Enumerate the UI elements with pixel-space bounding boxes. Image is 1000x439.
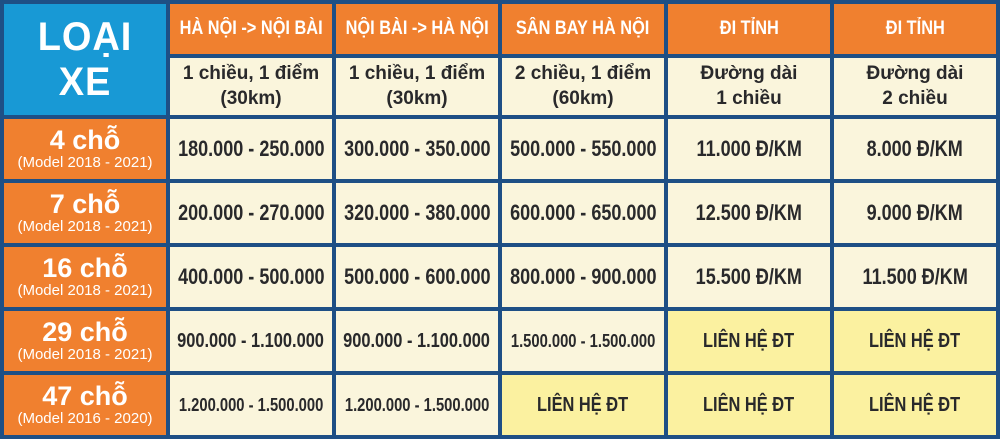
- vehicle-label-cell: 29 chỗ (Model 2018 - 2021): [4, 311, 166, 371]
- price-value: 500.000 - 600.000: [343, 264, 491, 289]
- price-cell: 1.500.000 - 1.500.000: [502, 311, 664, 371]
- column-header-label: SÂN BAY HÀ NỘI: [516, 18, 650, 39]
- vehicle-model-years: (Model 2018 - 2021): [17, 282, 153, 300]
- contact-cell: LIÊN HỆ ĐT: [502, 375, 664, 435]
- price-cell: 500.000 - 600.000: [336, 247, 498, 307]
- price-cell: 900.000 - 1.100.000: [336, 311, 498, 371]
- subheader-line2: (30km): [386, 87, 448, 109]
- price-cell: 8.000 Đ/KM: [834, 119, 996, 179]
- contact-value: LIÊN HỆ ĐT: [537, 393, 629, 416]
- vehicle-type: 47 chỗ: [42, 380, 128, 411]
- price-value: 1.200.000 - 1.500.000: [344, 394, 490, 415]
- price-cell: 11.500 Đ/KM: [834, 247, 996, 307]
- price-value: 12.500 Đ/KM: [695, 200, 803, 225]
- subheader-line1: 1 chiều, 1 điểm: [182, 62, 320, 84]
- corner-header-loai-xe: LOẠI XE: [4, 4, 166, 115]
- vehicle-label-cell: 47 chỗ (Model 2016 - 2020): [4, 375, 166, 435]
- vehicle-type: 7 chỗ: [49, 188, 121, 219]
- price-value: 9.000 Đ/KM: [866, 200, 964, 225]
- subheader-airport-hanoi: 2 chiều, 1 điểm (60km): [502, 58, 664, 115]
- price-value: 1.500.000 - 1.500.000: [510, 330, 656, 351]
- column-header-province-roundtrip: ĐI TỈNH: [834, 4, 996, 54]
- price-cell: 11.000 Đ/KM: [668, 119, 830, 179]
- price-value: 600.000 - 650.000: [509, 200, 657, 225]
- vehicle-model-years: (Model 2018 - 2021): [17, 346, 153, 364]
- price-cell: 500.000 - 550.000: [502, 119, 664, 179]
- subheader-line2: (60km): [552, 87, 614, 109]
- price-cell: 12.500 Đ/KM: [668, 183, 830, 243]
- corner-title: LOẠI XE: [37, 14, 133, 104]
- vehicle-label-cell: 7 chỗ (Model 2018 - 2021): [4, 183, 166, 243]
- contact-value: LIÊN HỆ ĐT: [869, 393, 961, 416]
- column-header-label: ĐI TỈNH: [885, 18, 945, 39]
- price-cell: 1.200.000 - 1.500.000: [170, 375, 332, 435]
- column-header-label: ĐI TỈNH: [719, 18, 779, 39]
- vehicle-type: 4 chỗ: [49, 124, 121, 155]
- subheader-province-oneway: Đường dài 1 chiều: [668, 58, 830, 115]
- vehicle-type: 29 chỗ: [42, 316, 128, 347]
- price-cell: 600.000 - 650.000: [502, 183, 664, 243]
- column-header-province-oneway: ĐI TỈNH: [668, 4, 830, 54]
- price-value: 1.200.000 - 1.500.000: [178, 394, 324, 415]
- contact-value: LIÊN HỆ ĐT: [703, 329, 795, 352]
- price-value: 15.500 Đ/KM: [695, 264, 803, 289]
- contact-cell: LIÊN HỆ ĐT: [668, 311, 830, 371]
- vehicle-label-cell: 4 chỗ (Model 2018 - 2021): [4, 119, 166, 179]
- price-cell: 400.000 - 500.000: [170, 247, 332, 307]
- price-value: 11.000 Đ/KM: [696, 136, 802, 161]
- price-value: 180.000 - 250.000: [177, 136, 325, 161]
- price-value: 200.000 - 270.000: [177, 200, 325, 225]
- column-header-label: HÀ NỘI -> NỘI BÀI: [179, 18, 323, 39]
- price-value: 400.000 - 500.000: [177, 264, 325, 289]
- subheader-line1: 1 chiều, 1 điểm: [348, 62, 486, 84]
- price-cell: 15.500 Đ/KM: [668, 247, 830, 307]
- price-cell: 9.000 Đ/KM: [834, 183, 996, 243]
- column-header-label: NỘI BÀI -> HÀ NỘI: [345, 18, 489, 39]
- vehicle-model-years: (Model 2018 - 2021): [17, 154, 153, 172]
- price-value: 320.000 - 380.000: [343, 200, 491, 225]
- price-value: 900.000 - 1.100.000: [177, 329, 325, 352]
- contact-value: LIÊN HỆ ĐT: [869, 329, 961, 352]
- subheader-noibai-to-hanoi: 1 chiều, 1 điểm (30km): [336, 58, 498, 115]
- vehicle-type: 16 chỗ: [42, 252, 128, 283]
- subheader-line1: Đường dài: [700, 62, 798, 84]
- price-value: 11.500 Đ/KM: [862, 264, 968, 289]
- price-cell: 320.000 - 380.000: [336, 183, 498, 243]
- price-cell: 1.200.000 - 1.500.000: [336, 375, 498, 435]
- contact-value: LIÊN HỆ ĐT: [703, 393, 795, 416]
- price-value: 800.000 - 900.000: [509, 264, 657, 289]
- vehicle-label-cell: 16 chỗ (Model 2018 - 2021): [4, 247, 166, 307]
- vehicle-model-years: (Model 2018 - 2021): [17, 218, 153, 236]
- price-value: 500.000 - 550.000: [509, 136, 657, 161]
- column-header-hanoi-to-noibai: HÀ NỘI -> NỘI BÀI: [170, 4, 332, 54]
- price-value: 8.000 Đ/KM: [866, 136, 964, 161]
- column-header-airport-hanoi: SÂN BAY HÀ NỘI: [502, 4, 664, 54]
- subheader-line2: 2 chiều: [882, 87, 948, 109]
- contact-cell: LIÊN HỆ ĐT: [668, 375, 830, 435]
- column-header-noibai-to-hanoi: NỘI BÀI -> HÀ NỘI: [336, 4, 498, 54]
- price-cell: 200.000 - 270.000: [170, 183, 332, 243]
- contact-cell: LIÊN HỆ ĐT: [834, 311, 996, 371]
- price-cell: 180.000 - 250.000: [170, 119, 332, 179]
- price-cell: 300.000 - 350.000: [336, 119, 498, 179]
- subheader-province-roundtrip: Đường dài 2 chiều: [834, 58, 996, 115]
- price-cell: 900.000 - 1.100.000: [170, 311, 332, 371]
- subheader-line1: Đường dài: [866, 62, 964, 84]
- subheader-line2: (30km): [220, 87, 282, 109]
- price-value: 300.000 - 350.000: [343, 136, 491, 161]
- subheader-hanoi-to-noibai: 1 chiều, 1 điểm (30km): [170, 58, 332, 115]
- price-cell: 800.000 - 900.000: [502, 247, 664, 307]
- contact-cell: LIÊN HỆ ĐT: [834, 375, 996, 435]
- subheader-line1: 2 chiều, 1 điểm: [514, 62, 652, 84]
- price-value: 900.000 - 1.100.000: [343, 329, 491, 352]
- vehicle-model-years: (Model 2016 - 2020): [17, 410, 153, 428]
- subheader-line2: 1 chiều: [716, 87, 782, 109]
